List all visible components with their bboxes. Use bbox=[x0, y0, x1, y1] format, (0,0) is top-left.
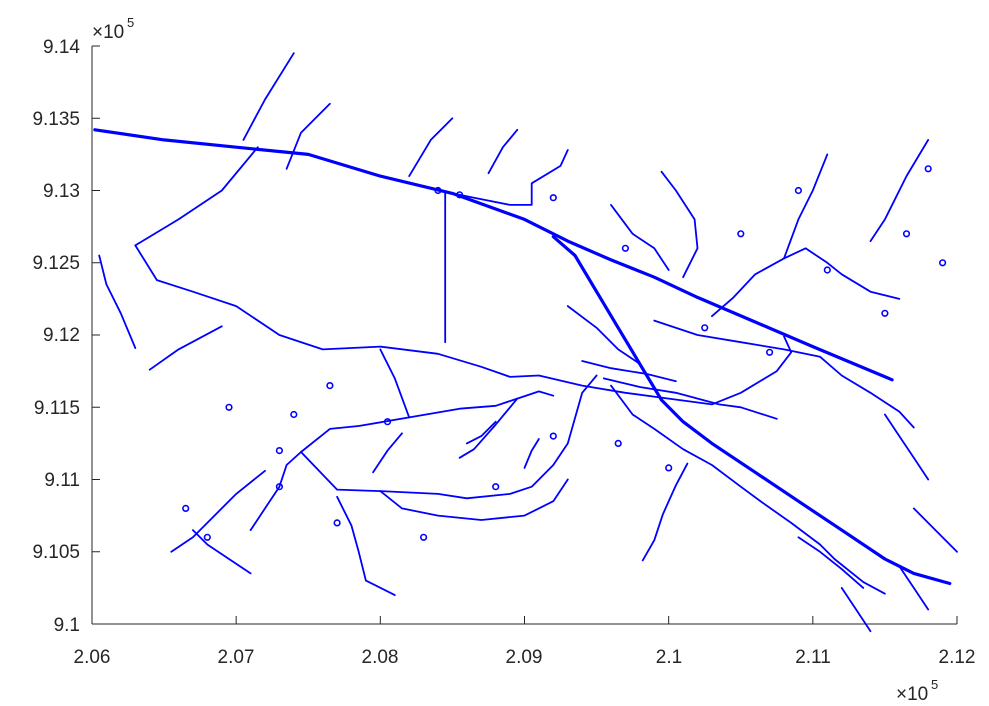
road-segment bbox=[610, 203, 670, 271]
cul-de-sac bbox=[326, 382, 334, 390]
cul-de-sac bbox=[765, 348, 774, 356]
road-segment bbox=[610, 384, 886, 595]
road-segment bbox=[487, 128, 519, 175]
cul-de-sac bbox=[549, 194, 557, 202]
x-tick-label: 2.07 bbox=[218, 647, 255, 668]
cul-de-sac bbox=[203, 533, 211, 541]
cul-de-sac bbox=[701, 324, 709, 332]
cul-de-sac bbox=[182, 504, 190, 513]
cul-de-sac bbox=[902, 230, 911, 238]
y-tick-label: 9.105 bbox=[32, 542, 80, 563]
y-tick-label: 9.14 bbox=[43, 37, 80, 58]
highway-segment bbox=[551, 235, 952, 586]
x-tick-label: 2.06 bbox=[74, 647, 111, 668]
cul-de-sac bbox=[383, 418, 392, 426]
cul-de-sac bbox=[290, 410, 298, 419]
cul-de-sac bbox=[275, 447, 284, 455]
x-tick-label: 2.11 bbox=[795, 647, 831, 668]
road-segment bbox=[641, 462, 689, 562]
cul-de-sac bbox=[924, 165, 932, 173]
road-segment bbox=[660, 170, 699, 279]
cul-de-sac bbox=[938, 259, 947, 267]
road-segment bbox=[566, 305, 641, 365]
road-segment bbox=[797, 536, 865, 589]
y-exponent-power: 5 bbox=[127, 15, 134, 30]
road-segment bbox=[408, 117, 454, 178]
cul-de-sac bbox=[794, 186, 803, 195]
road-segment bbox=[379, 348, 411, 419]
road-segment bbox=[653, 319, 915, 429]
y-tick-label: 9.115 bbox=[34, 398, 80, 419]
road-segment bbox=[711, 247, 901, 318]
x-tick-label: 2.1 bbox=[656, 647, 682, 668]
x-tick-label: 2.09 bbox=[506, 647, 543, 668]
cul-de-sacs bbox=[182, 165, 947, 541]
cul-de-sac bbox=[614, 439, 622, 448]
cul-de-sac bbox=[881, 309, 889, 317]
road-segment bbox=[134, 244, 793, 406]
cul-de-sac bbox=[737, 230, 745, 238]
y-tick-label: 9.125 bbox=[32, 253, 80, 274]
y-exponent-base: ×10 bbox=[92, 22, 124, 43]
cul-de-sac bbox=[225, 403, 233, 411]
x-exponent-power: 5 bbox=[931, 677, 938, 692]
x-tick-label: 2.12 bbox=[939, 647, 976, 668]
y-tick-label: 9.1 bbox=[54, 615, 80, 636]
road-segment bbox=[523, 438, 540, 469]
road-segment bbox=[869, 138, 930, 243]
road-segment bbox=[191, 529, 252, 575]
x-exponent-label: ×10 5 bbox=[896, 677, 938, 705]
cul-de-sac bbox=[492, 483, 500, 491]
road-segment bbox=[840, 587, 872, 633]
y-tick-label: 9.135 bbox=[32, 109, 80, 130]
y-tick-label: 9.11 bbox=[44, 470, 80, 491]
highway-segment bbox=[93, 128, 894, 382]
road-segment bbox=[300, 374, 598, 500]
y-exponent-label: ×10 5 bbox=[92, 15, 134, 43]
road-segment bbox=[148, 325, 223, 371]
road-segment bbox=[372, 432, 403, 474]
road-segment bbox=[458, 397, 519, 459]
y-tick-label: 9.12 bbox=[43, 325, 80, 346]
major-roads bbox=[93, 128, 952, 586]
road-segment bbox=[336, 495, 396, 596]
road-segment bbox=[242, 52, 295, 141]
road-segment bbox=[285, 102, 331, 170]
road-segment bbox=[465, 420, 497, 445]
road-segment bbox=[300, 390, 555, 453]
road-segment bbox=[884, 413, 930, 481]
road-segment bbox=[379, 478, 569, 521]
cul-de-sac bbox=[621, 244, 630, 252]
cul-de-sac bbox=[275, 483, 284, 491]
road-segment bbox=[170, 469, 266, 553]
cul-de-sac bbox=[420, 533, 428, 541]
road-segment bbox=[912, 507, 958, 553]
road-segment bbox=[134, 146, 259, 247]
x-exponent-base: ×10 bbox=[896, 684, 928, 705]
road-segment bbox=[783, 153, 829, 260]
y-tick-label: 9.13 bbox=[43, 181, 80, 202]
cul-de-sac bbox=[333, 519, 341, 527]
axis-ticks bbox=[91, 45, 958, 625]
road-segment bbox=[581, 360, 677, 383]
road-segment bbox=[249, 451, 302, 531]
cul-de-sac bbox=[823, 266, 831, 274]
road-segment bbox=[602, 377, 778, 420]
x-tick-label: 2.08 bbox=[362, 647, 399, 668]
road-segment bbox=[98, 254, 137, 349]
road-segment bbox=[898, 565, 930, 611]
cul-de-sac bbox=[549, 432, 557, 440]
minor-roads bbox=[98, 52, 958, 633]
cul-de-sac bbox=[665, 464, 673, 472]
road-segment bbox=[451, 149, 569, 206]
